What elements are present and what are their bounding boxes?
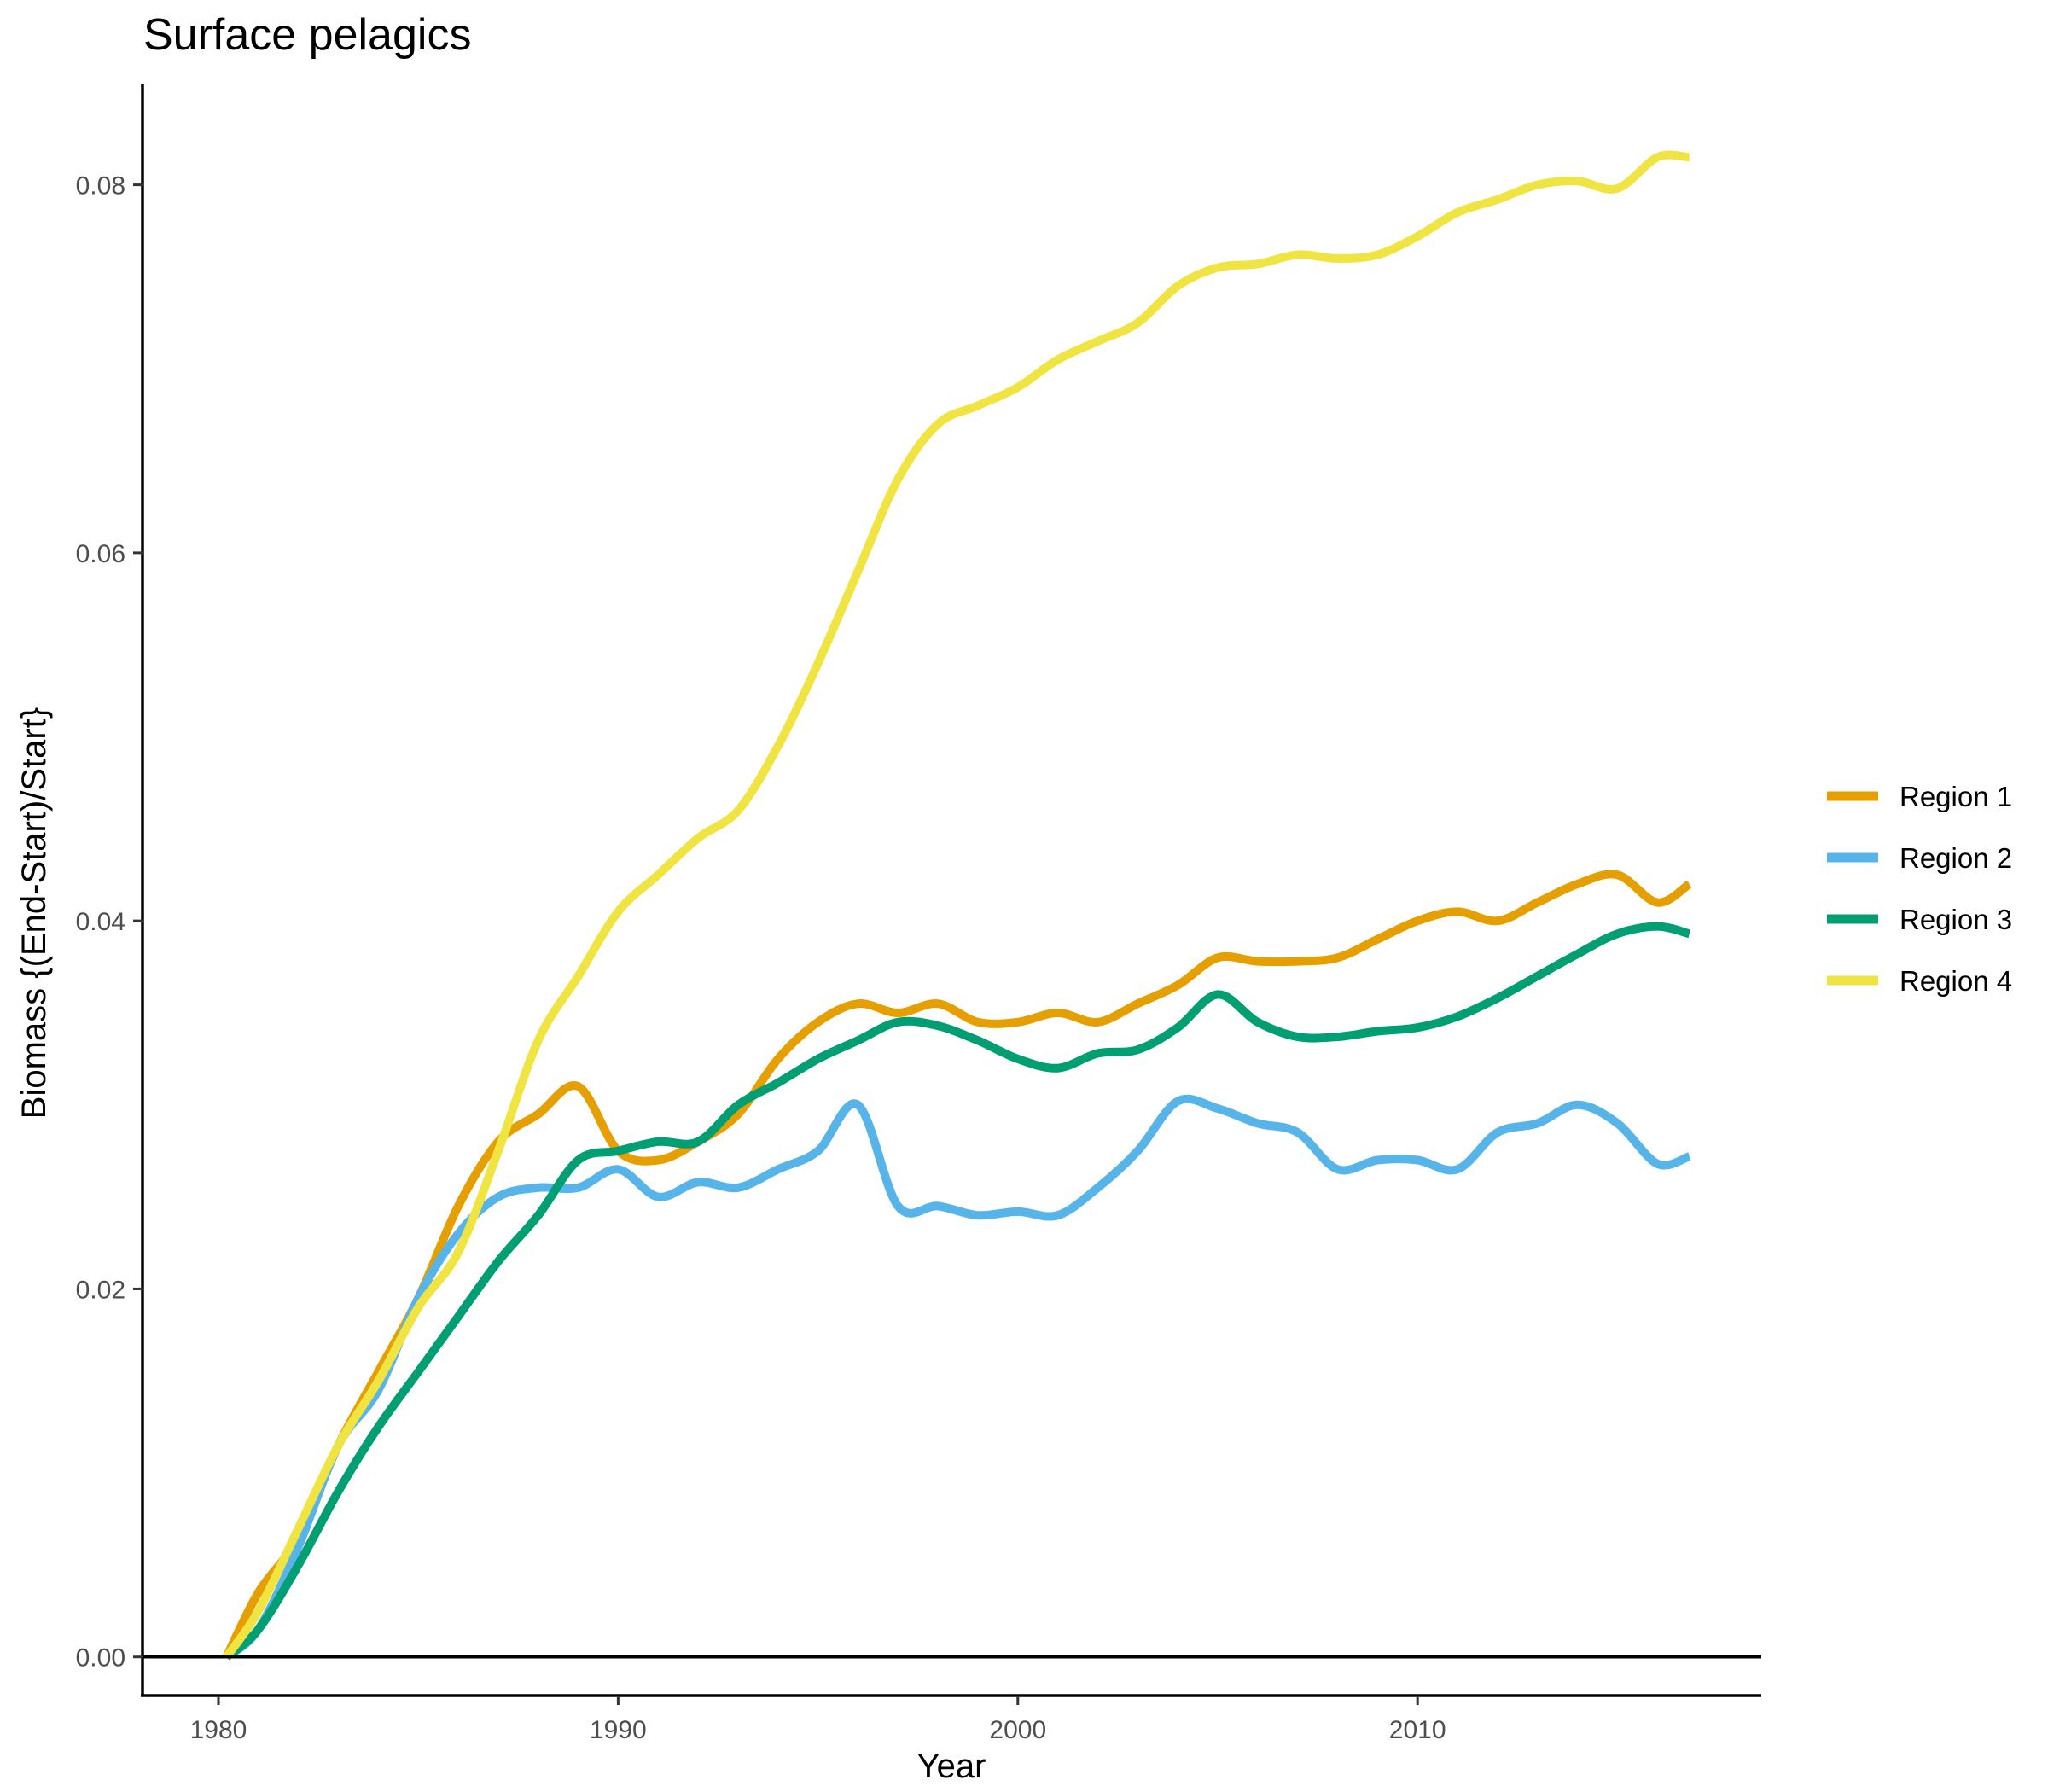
series-line-region-4	[223, 150, 1690, 1660]
legend-label-region-3: Region 3	[1900, 904, 2012, 935]
x-tick-label: 2000	[989, 1716, 1046, 1744]
legend: Region 1 Region 2 Region 3 Region 4	[1827, 781, 2012, 997]
legend-label-region-4: Region 4	[1900, 965, 2012, 997]
legend-label-region-2: Region 2	[1900, 842, 2012, 874]
y-tick-label: 0.08	[76, 172, 125, 201]
ticks: 1980 1990 2000 2010 0.00 0.02 0.04 0.06 0.08	[76, 172, 1446, 1744]
x-axis-title: Year	[917, 1748, 986, 1785]
series-line-region-3	[224, 922, 1691, 1661]
chart-title: Surface pelagics	[143, 10, 471, 60]
y-tick-label: 0.02	[76, 1276, 125, 1304]
y-tick-label: 0.04	[76, 908, 125, 936]
x-tick-label: 2010	[1389, 1716, 1446, 1744]
plot-area	[222, 150, 1692, 1661]
y-axis-title: Biomass {(End-Start)/Start}	[15, 707, 53, 1119]
legend-label-region-1: Region 1	[1900, 781, 2012, 812]
y-tick-label: 0.00	[76, 1644, 125, 1673]
series-line-region-2	[224, 1094, 1691, 1661]
y-tick-label: 0.06	[76, 540, 125, 568]
axes	[141, 84, 1761, 1697]
x-tick-label: 1990	[590, 1716, 647, 1744]
x-tick-label: 1980	[190, 1716, 247, 1744]
